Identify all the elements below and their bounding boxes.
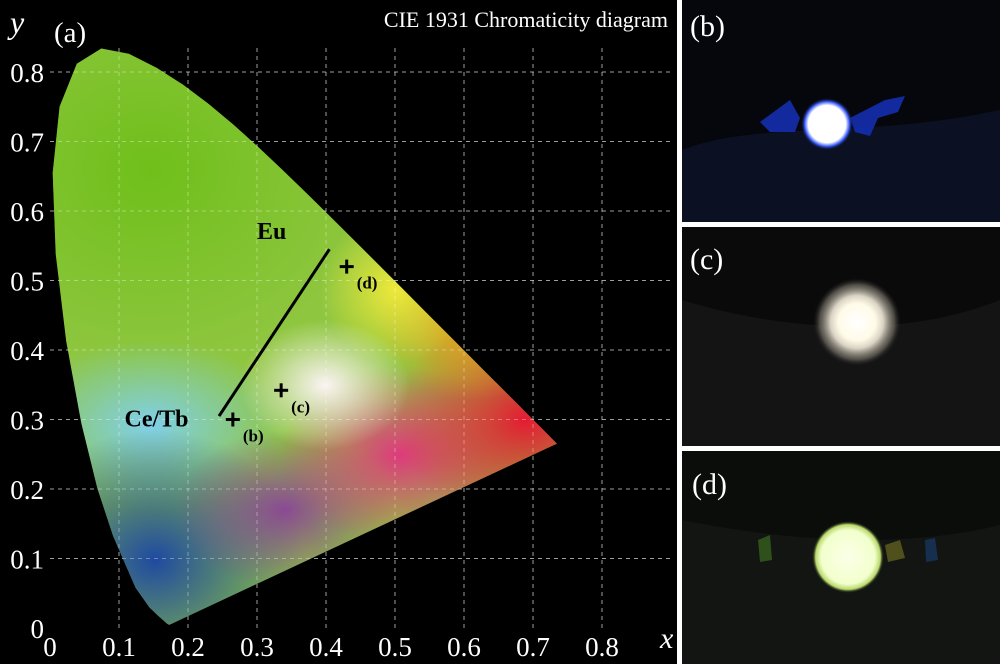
y-tick-label: 0.1	[10, 545, 44, 575]
data-points: (b) (c) (d)	[225, 259, 378, 446]
y-tick-label: 0.5	[10, 267, 44, 297]
panel-d-led-frame-left	[758, 535, 772, 562]
eu-ce-tb-line	[217, 248, 331, 417]
panel-c-shadow	[682, 300, 1000, 446]
panel-d-label: (d)	[692, 468, 727, 501]
y-tick-label: 0.7	[10, 128, 44, 158]
y-axis-label: y	[7, 4, 25, 40]
panel-c-label: (c)	[690, 243, 723, 276]
grid-overlay	[50, 44, 671, 628]
data-point: (c)	[274, 383, 310, 416]
panel-d-led-frame-right	[885, 540, 905, 562]
y-tick-label: 0.6	[10, 197, 44, 227]
y-tick-label: 0.4	[10, 336, 44, 366]
panel-b-led-glow	[801, 98, 853, 150]
panel-b-shadow	[682, 110, 1000, 222]
x-tick-label: 0.1	[102, 632, 136, 662]
panel-b-label: (b)	[690, 10, 725, 43]
x-tick-label: 0.4	[309, 632, 343, 662]
data-point: (d)	[339, 259, 378, 293]
x-tick-label: 0.5	[378, 632, 412, 662]
panel-c-led-glow	[813, 278, 901, 366]
panel-b-led-frame-right	[850, 96, 905, 136]
x-tick-label: 0.3	[240, 632, 274, 662]
locus-white-glow	[240, 320, 410, 450]
y-tick-label: 0.3	[10, 406, 44, 436]
panel-d-led-frame-far-right	[925, 538, 938, 562]
annotation-ce-tb: Ce/Tb	[125, 406, 189, 432]
panel-d-led-glow	[812, 521, 884, 593]
x-tick-label: 0	[43, 632, 57, 662]
chart-title: CIE 1931 Chromaticity diagram	[384, 7, 668, 32]
data-point-label: (c)	[291, 397, 310, 416]
panel-separator-vertical	[677, 0, 682, 664]
x-tick-label: 0.7	[516, 632, 550, 662]
panel-a-label: (a)	[54, 17, 86, 49]
annotation-eu: Eu	[257, 219, 286, 245]
panel-c: (c)	[682, 227, 1000, 446]
x-tick-label: 0.2	[171, 632, 205, 662]
y-tick-label: 0	[31, 614, 45, 644]
panel-separator-bc	[682, 222, 1000, 227]
panel-b-led-frame-left	[760, 100, 800, 132]
x-tick-labels: 0 0.1 0.2 0.3 0.4 0.5 0.6 0.7 0.8	[43, 632, 619, 662]
x-axis-label: x	[659, 622, 674, 655]
panel-separator-cd	[682, 446, 1000, 451]
y-tick-labels: 0 0.1 0.2 0.3 0.4 0.5 0.6 0.7 0.8	[10, 58, 44, 644]
y-tick-label: 0.8	[10, 58, 44, 88]
x-tick-label: 0.8	[585, 632, 619, 662]
x-tick-label: 0.6	[447, 632, 481, 662]
data-point-label: (b)	[243, 427, 264, 446]
data-point-label: (d)	[357, 274, 378, 293]
panel-d: (d)	[682, 451, 1000, 664]
panel-b: (b)	[682, 0, 1000, 222]
data-point: (b)	[225, 412, 264, 446]
y-tick-label: 0.2	[10, 475, 44, 505]
